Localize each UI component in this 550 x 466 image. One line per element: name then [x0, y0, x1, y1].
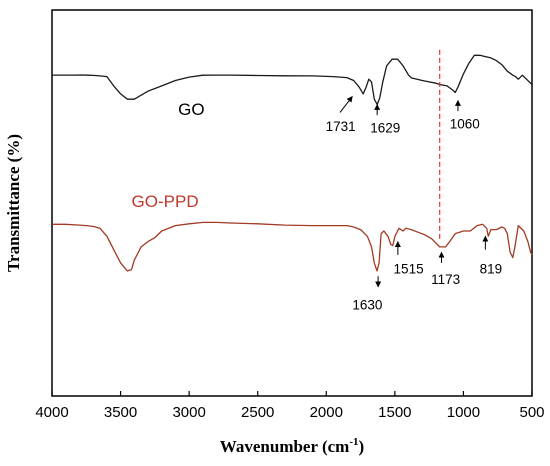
x-tick-label-2000: 2000 [310, 404, 343, 421]
series-layer [52, 49, 533, 272]
annotation-label-819: 819 [480, 262, 503, 277]
x-tick-label-2500: 2500 [241, 404, 274, 421]
series-line-go-ppd [52, 221, 533, 272]
annotation-label-1173: 1173 [431, 272, 460, 287]
annotation-label-1731: 1731 [326, 119, 356, 134]
x-tick-label-3500: 3500 [104, 404, 137, 421]
annotation-label-1515: 1515 [394, 262, 424, 277]
annotation-label-1060: 1060 [450, 116, 480, 131]
x-axis-title-sup: -1 [349, 436, 358, 448]
x-tick-label-500: 500 [519, 404, 544, 421]
plot-frame [51, 9, 533, 397]
x-axis-title-close: ) [359, 437, 365, 456]
annotation-layer: 1731 1629 1060 1630 1515 1173 819 [326, 96, 503, 312]
y-axis-title: Transmittance (%) [4, 134, 23, 272]
x-tick-label-1000: 1000 [447, 404, 480, 421]
x-axis-ticks: 4000 3500 3000 2500 2000 1500 1000 500 [35, 391, 545, 421]
x-tick-label-4000: 4000 [35, 404, 68, 421]
series-label-go: GO [178, 100, 204, 119]
series-label-go-ppd: GO-PPD [132, 192, 199, 211]
x-axis-title-main: Wavenumber (cm [220, 437, 350, 456]
annotation-label-1629: 1629 [370, 120, 400, 135]
annotation-arrow-1731 [339, 96, 353, 113]
series-labels: GO GO-PPD [132, 100, 205, 211]
x-tick-label-3000: 3000 [172, 404, 205, 421]
x-axis-title: Wavenumber (cm-1) [220, 436, 364, 456]
annotation-label-1630: 1630 [352, 297, 382, 312]
x-tick-label-1500: 1500 [378, 404, 411, 421]
series-line-go [52, 54, 533, 106]
